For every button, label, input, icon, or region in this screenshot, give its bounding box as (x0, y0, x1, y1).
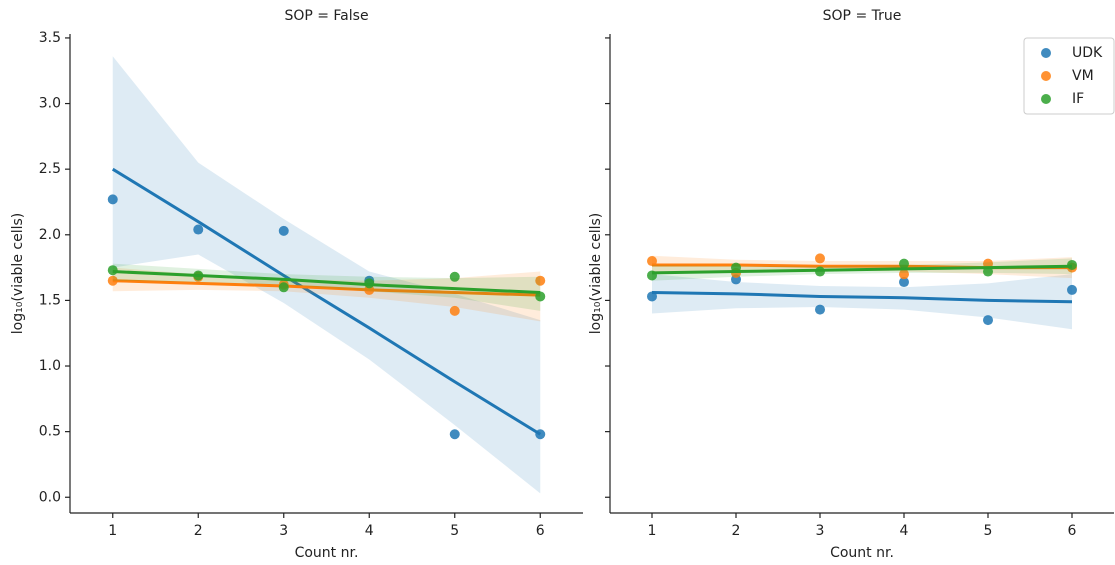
point (899, 277, 909, 288)
legend-marker (1041, 48, 1051, 58)
confidence-band (112, 267, 541, 322)
point (815, 253, 825, 264)
point (449, 429, 460, 440)
y-axis-label: log₁₀(viable cells) (588, 213, 604, 334)
x-tick-label: 1 (108, 523, 117, 539)
fit-line (112, 270, 541, 295)
legend-label: VM (1072, 68, 1094, 84)
confidence-band (112, 56, 541, 494)
panel-title: SOP = False (284, 8, 368, 24)
point (535, 275, 546, 286)
y-tick-label: 2.5 (39, 161, 61, 177)
x-tick-label: 5 (450, 523, 459, 539)
legend-marker (1041, 94, 1051, 104)
x-tick-label: 4 (365, 523, 374, 539)
confidence-band (652, 274, 1072, 330)
x-axis-label: Count nr. (295, 545, 359, 561)
y-axis-label: log₁₀(viable cells) (10, 213, 26, 334)
point (899, 258, 909, 269)
y-tick-label: 1.5 (39, 292, 61, 308)
legend-label: UDK (1072, 45, 1103, 61)
x-tick-label: 2 (194, 523, 203, 539)
legend-label: IF (1072, 91, 1084, 107)
point (899, 269, 909, 280)
legend-marker (1041, 71, 1051, 81)
x-tick-label: 4 (900, 523, 909, 539)
x-tick-label: 5 (984, 523, 993, 539)
point (449, 305, 460, 316)
y-tick-label: 0.5 (39, 424, 61, 440)
y-tick-label: 0.0 (39, 489, 61, 505)
point (278, 282, 289, 293)
point (1067, 284, 1077, 295)
point (278, 225, 289, 236)
x-tick-label: 6 (1068, 523, 1077, 539)
fit-line (651, 291, 1073, 304)
panel: SOP = True Count nr. log₁₀(viable cells) 1 2… (588, 8, 1115, 561)
y-tick-label: 3.0 (39, 96, 61, 112)
fit-line (112, 279, 541, 297)
x-axis-label: Count nr. (830, 545, 894, 561)
x-tick-label: 6 (536, 523, 545, 539)
y-tick-label: 1.0 (39, 358, 61, 374)
point (193, 224, 204, 235)
point (535, 291, 546, 302)
y-tick-label: 2.0 (39, 227, 61, 243)
point (815, 304, 825, 315)
point (983, 315, 993, 326)
x-tick-label: 2 (732, 523, 741, 539)
fit-line (651, 264, 1073, 275)
point (107, 194, 118, 205)
legend: UDK VM IF (1023, 37, 1115, 115)
x-tick-label: 3 (279, 523, 288, 539)
y-tick-label: 3.5 (39, 30, 61, 46)
panel-title: SOP = True (823, 8, 902, 24)
x-tick-label: 3 (816, 523, 825, 539)
point (449, 271, 460, 282)
fit-line (111, 167, 542, 436)
panel: SOP = False Count nr. log₁₀(viable cells) 1… (10, 8, 583, 561)
x-tick-label: 1 (648, 523, 657, 539)
